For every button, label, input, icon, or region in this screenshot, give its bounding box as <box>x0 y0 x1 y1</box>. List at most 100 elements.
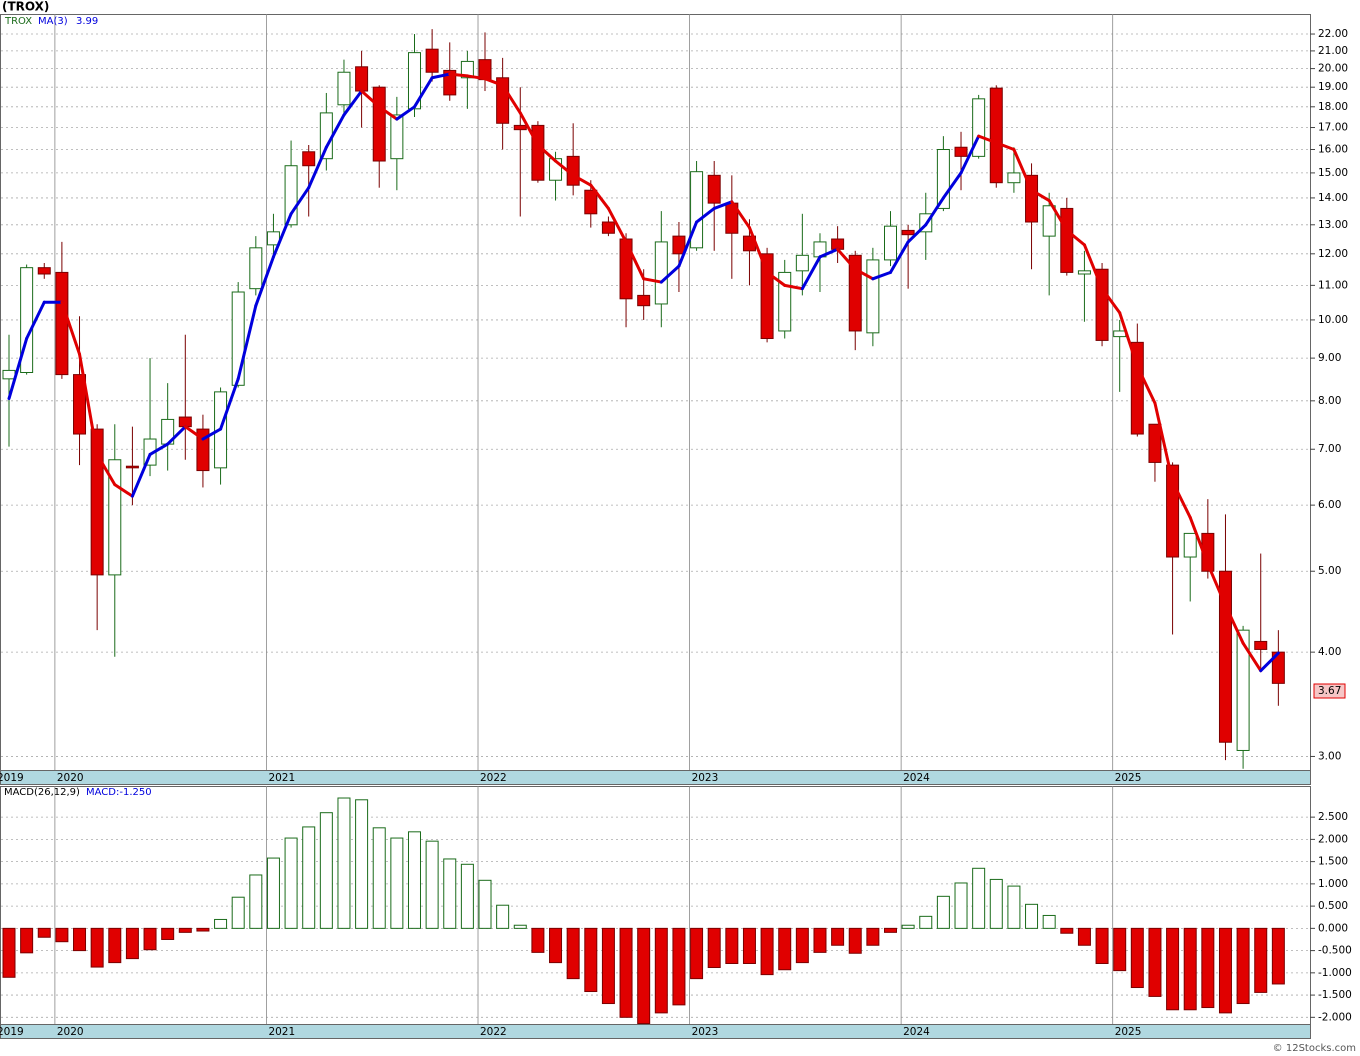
macd-bar <box>549 927 563 964</box>
y-tick-label: 22.00 <box>1318 28 1348 40</box>
candle-body <box>1254 640 1268 650</box>
macd-bar <box>707 927 721 969</box>
y-tick-label: 2.500 <box>1318 811 1348 823</box>
candle-body <box>1130 341 1144 435</box>
ma-line <box>889 240 910 274</box>
legend-value: MACD:-1.250 <box>86 787 152 798</box>
macd-bar <box>531 927 545 953</box>
y-tick-label: 0.500 <box>1318 900 1348 912</box>
candle-body <box>954 146 968 157</box>
ma-line <box>113 483 134 498</box>
ma-line <box>712 200 734 210</box>
y-tick-label: -0.500 <box>1318 945 1352 957</box>
macd-bar <box>866 927 880 946</box>
macd-bar <box>619 927 633 1018</box>
macd-bar <box>460 863 474 929</box>
legend-label: MACD(26,12,9) <box>4 787 80 798</box>
ma-line <box>1223 603 1245 645</box>
macd-bar <box>1218 927 1232 1014</box>
candle-body <box>425 48 439 73</box>
x-axis-strip <box>0 770 1311 785</box>
x-tick-label: 2025 <box>1115 772 1142 784</box>
candle-body <box>1042 205 1056 237</box>
macd-bar <box>231 896 245 929</box>
x-tick-label: 2020 <box>57 1026 84 1038</box>
macd-bar <box>196 927 210 932</box>
legend-value: 3.99 <box>76 16 98 27</box>
candle-body <box>513 124 527 131</box>
ma-line <box>994 141 1016 152</box>
ma-line <box>183 425 205 441</box>
macd-bar <box>73 927 87 952</box>
ma-line <box>1065 228 1086 247</box>
candle-body <box>601 221 615 234</box>
macd-bar <box>1236 927 1250 1005</box>
candle-body <box>231 291 245 386</box>
candle-body <box>795 254 809 272</box>
macd-bar <box>831 927 845 946</box>
ma-line <box>7 337 29 401</box>
macd-bar <box>37 927 51 938</box>
macd-bar <box>319 812 333 929</box>
candle-body <box>196 428 210 472</box>
x-tick-label: 2019 <box>0 1026 24 1038</box>
macd-bar <box>355 799 369 929</box>
ma-line <box>959 134 981 175</box>
macd-bar <box>337 797 351 929</box>
ma-line <box>906 223 928 244</box>
macd-bar <box>425 840 439 929</box>
ma-line <box>465 74 487 81</box>
candle-body <box>884 225 897 261</box>
ma-line <box>747 226 769 274</box>
ma-line <box>818 247 840 259</box>
ma-line <box>800 255 822 291</box>
candle-body <box>654 241 668 305</box>
ma-line <box>271 212 293 259</box>
chart-title: (TROX) <box>2 0 49 14</box>
ma-line <box>360 89 381 109</box>
candle-body <box>1060 207 1074 273</box>
ma-line <box>1030 188 1051 203</box>
candle-body <box>1236 629 1250 751</box>
legend-label: MA(3) <box>38 16 68 27</box>
ma-line <box>642 277 663 284</box>
candle-body <box>390 114 404 160</box>
ma-line <box>836 247 857 271</box>
ma-line <box>430 72 452 80</box>
ma-line <box>518 111 540 147</box>
ma-line <box>148 442 170 456</box>
macd-bar <box>1095 927 1109 964</box>
y-tick-label: 15.00 <box>1318 167 1348 179</box>
ma-line <box>60 300 82 356</box>
candle-body <box>55 271 69 376</box>
macd-bar <box>372 827 386 929</box>
plot-layer: 3.00 4.00 5.00 6.00 7.00 8.00 9.00 10.00 11.00 12… <box>0 14 1352 1038</box>
macd-bar <box>161 927 175 940</box>
ma-line <box>1259 651 1280 673</box>
macd-bar <box>214 918 228 929</box>
ma-line <box>765 270 787 287</box>
macd-bar <box>496 904 510 929</box>
ma-line <box>1135 364 1157 405</box>
ma-line <box>1206 562 1227 607</box>
macd-bar <box>742 927 756 964</box>
candle-body <box>866 259 880 334</box>
macd-bar <box>478 879 492 929</box>
x-tick-label: 2021 <box>268 772 295 784</box>
candle-body <box>1113 330 1127 338</box>
x-tick-label: 2022 <box>480 1026 507 1038</box>
y-tick-label: 18.00 <box>1318 101 1348 113</box>
macd-bar <box>884 927 897 933</box>
candle-body <box>901 229 915 236</box>
ma-line <box>1171 480 1192 519</box>
candle-body <box>848 254 862 332</box>
legend-label: TROX <box>4 16 32 27</box>
last-price-box <box>1313 683 1346 699</box>
ma-line <box>1047 199 1069 232</box>
ma-line <box>871 270 892 281</box>
ma-line <box>571 173 593 187</box>
y-tick-label: 1.000 <box>1318 878 1348 890</box>
y-tick-label: -1.500 <box>1318 989 1352 1001</box>
y-tick-label: 3.00 <box>1318 750 1341 762</box>
